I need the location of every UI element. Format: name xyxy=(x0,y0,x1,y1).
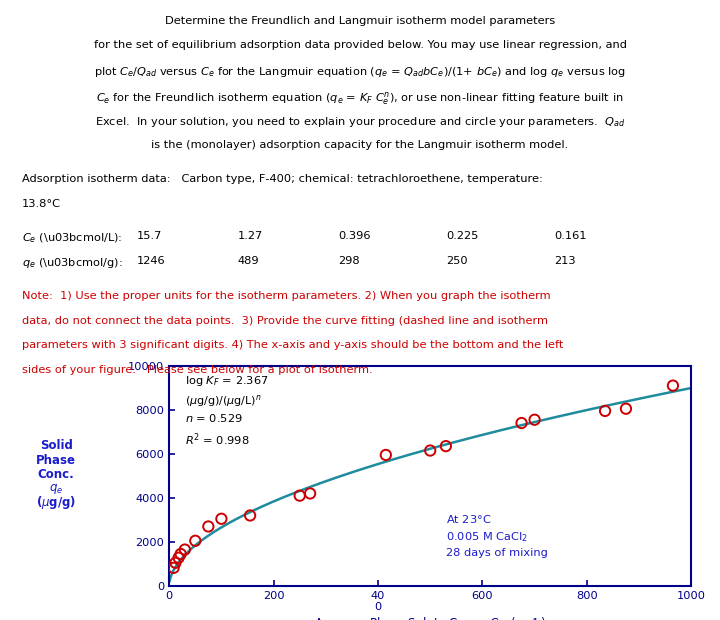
Point xyxy=(425,446,436,456)
Point xyxy=(179,544,191,554)
Text: log $\mathit{K_F}$ = 2.367: log $\mathit{K_F}$ = 2.367 xyxy=(185,373,269,388)
Point xyxy=(294,490,305,500)
Text: Phase: Phase xyxy=(36,454,76,466)
Point xyxy=(440,441,451,451)
Point xyxy=(175,549,186,559)
Point xyxy=(216,514,228,524)
Point xyxy=(202,521,214,531)
Text: 213: 213 xyxy=(554,256,576,266)
Text: Note:  1) Use the proper units for the isotherm parameters. 2) When you graph th: Note: 1) Use the proper units for the is… xyxy=(22,291,550,301)
Point xyxy=(189,536,201,546)
Text: is the (monolayer) adsorption capacity for the Langmuir isotherm model.: is the (monolayer) adsorption capacity f… xyxy=(151,140,569,149)
Point xyxy=(244,510,256,520)
Text: 0.396: 0.396 xyxy=(338,231,371,241)
Text: 489: 489 xyxy=(238,256,259,266)
Text: Determine the Freundlich and Langmuir isotherm model parameters: Determine the Freundlich and Langmuir is… xyxy=(165,16,555,25)
Point xyxy=(170,558,181,568)
Text: 13.8°C: 13.8°C xyxy=(22,199,60,209)
Text: 28 days of mixing: 28 days of mixing xyxy=(446,547,548,557)
Point xyxy=(380,450,392,460)
Text: Conc.: Conc. xyxy=(37,468,75,481)
Text: 0.161: 0.161 xyxy=(554,231,587,241)
Text: for the set of equilibrium adsorption data provided below. You may use linear re: for the set of equilibrium adsorption da… xyxy=(94,40,626,50)
Text: $\mathit{q_e}$ (\u03bcmol/g):: $\mathit{q_e}$ (\u03bcmol/g): xyxy=(22,256,122,270)
Point xyxy=(305,489,316,498)
Point xyxy=(528,415,540,425)
X-axis label: Aqueous-Phase Solute Conc., $\mathit{C_e}$  ($\mu$g/L): Aqueous-Phase Solute Conc., $\mathit{C_e… xyxy=(314,615,546,620)
Point xyxy=(173,553,184,563)
Text: 0.225: 0.225 xyxy=(446,231,479,241)
Text: $\mathit{C_e}$ (\u03bcmol/L):: $\mathit{C_e}$ (\u03bcmol/L): xyxy=(22,231,122,245)
Text: data, do not connect the data points.  3) Provide the curve fitting (dashed line: data, do not connect the data points. 3)… xyxy=(22,316,548,326)
Point xyxy=(620,404,631,414)
Text: plot $\mathit{C_e}$/$\mathit{Q_{ad}}$ versus $\mathit{C_e}$ for the Langmuir equ: plot $\mathit{C_e}$/$\mathit{Q_{ad}}$ ve… xyxy=(94,65,626,79)
Text: Excel.  In your solution, you need to explain your procedure and circle your par: Excel. In your solution, you need to exp… xyxy=(95,115,625,129)
Text: 250: 250 xyxy=(446,256,468,266)
Point xyxy=(667,381,679,391)
Point xyxy=(516,418,527,428)
Text: $\mathit{R}^2$ = 0.998: $\mathit{R}^2$ = 0.998 xyxy=(185,431,249,448)
Text: 298: 298 xyxy=(338,256,360,266)
Text: At 23$\mathregular{°}$C: At 23$\mathregular{°}$C xyxy=(446,513,491,525)
Text: 15.7: 15.7 xyxy=(137,231,162,241)
Text: Solid: Solid xyxy=(40,440,73,452)
Text: $\mathit{C_e}$ for the Freundlich isotherm equation ($\mathit{q_e}$ = $\mathit{K: $\mathit{C_e}$ for the Freundlich isothe… xyxy=(96,90,624,107)
Text: 1.27: 1.27 xyxy=(238,231,263,241)
Text: ($\mu$g/g): ($\mu$g/g) xyxy=(36,494,76,512)
Point xyxy=(168,563,179,573)
Text: 0.005 M CaCl$_2$: 0.005 M CaCl$_2$ xyxy=(446,531,528,544)
Text: 1246: 1246 xyxy=(137,256,166,266)
Text: parameters with 3 significant digits. 4) The x-axis and y-axis should be the bot: parameters with 3 significant digits. 4)… xyxy=(22,340,563,350)
Text: ($\mu$g/g)/($\mu$g/L)$^n$: ($\mu$g/g)/($\mu$g/L)$^n$ xyxy=(185,392,261,409)
Point xyxy=(599,406,611,416)
Text: Adsorption isotherm data:   Carbon type, F-400; chemical: tetrachloroethene, tem: Adsorption isotherm data: Carbon type, F… xyxy=(22,174,542,184)
Text: sides of your figure.   Please see below for a plot of isotherm.: sides of your figure. Please see below f… xyxy=(22,365,372,375)
Text: $\mathit{q_e}$: $\mathit{q_e}$ xyxy=(49,482,63,495)
Text: $\mathit{n}$ = 0.529: $\mathit{n}$ = 0.529 xyxy=(185,412,243,424)
